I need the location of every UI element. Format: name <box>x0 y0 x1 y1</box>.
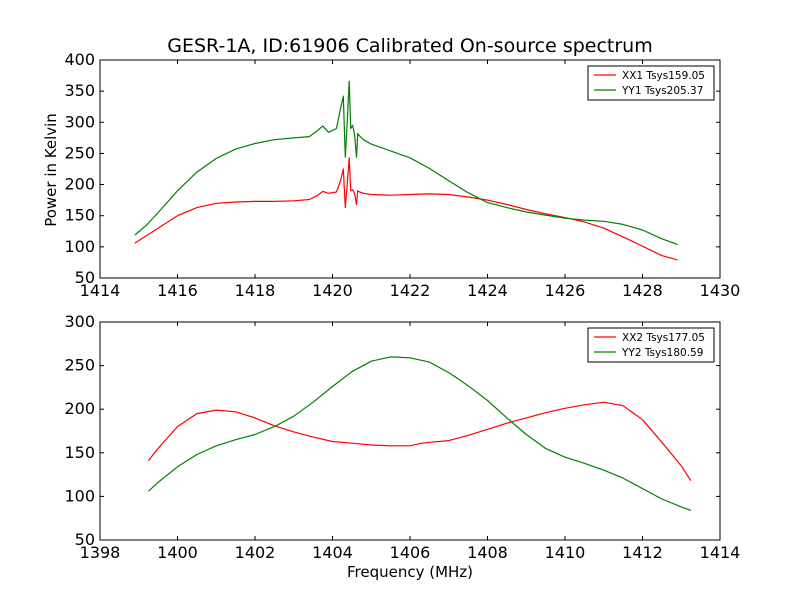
x-tick-label: 1404 <box>312 543 353 562</box>
chart-title-top: GESR-1A, ID:61906 Calibrated On-source s… <box>167 35 652 57</box>
x-tick-label: 1416 <box>157 281 198 300</box>
legend-box <box>587 65 715 101</box>
y-tick-label: 300 <box>64 112 95 131</box>
x-tick-label: 1398 <box>80 543 121 562</box>
y-tick-label: 250 <box>64 356 95 375</box>
x-axis-label-bottom: Frequency (MHz) <box>347 563 473 581</box>
y-tick-label: 250 <box>64 143 95 162</box>
y-tick-label: 100 <box>64 237 95 256</box>
plot-panel-2: 1398 1400 1402 1404 1406 1408 1410 1412 1414 50 10… <box>64 312 740 562</box>
x-tick-label: 1420 <box>312 281 353 300</box>
legend-box <box>587 327 715 363</box>
series-line-2-1 <box>147 401 692 482</box>
y-tick-label: 300 <box>64 312 95 331</box>
series-line-1-2 <box>134 80 678 245</box>
x-tick-label: 1402 <box>235 543 276 562</box>
x-tick-label: 1424 <box>467 281 508 300</box>
x-tick-label: 1430 <box>700 281 741 300</box>
plot-panel-1: 1414 1416 1418 1420 1422 1424 1426 1428 1430 50 10… <box>64 50 740 300</box>
y-axis-label-top: Power in Kelvin <box>42 113 60 227</box>
x-tick-label: 1428 <box>622 281 663 300</box>
y-tick-label: 150 <box>64 443 95 462</box>
x-tick-label: 1414 <box>80 281 121 300</box>
y-tick-label: 150 <box>64 206 95 225</box>
series-line-2-2 <box>147 356 692 511</box>
y-tick-label: 200 <box>64 399 95 418</box>
y-tick-label: 400 <box>64 50 95 69</box>
x-tick-label: 1422 <box>390 281 431 300</box>
x-tick-label: 1426 <box>545 281 586 300</box>
y-tick-label: 200 <box>64 175 95 194</box>
y-tick-label: 50 <box>75 530 95 549</box>
y-tick-label: 50 <box>75 268 95 287</box>
legend-label: XX2 Tsys177.05 <box>622 332 705 344</box>
legend-1: XX1 Tsys159.05 YY1 Tsys205.37 <box>587 65 715 101</box>
x-tick-label: 1400 <box>157 543 198 562</box>
legend-2: XX2 Tsys177.05 YY2 Tsys180.59 <box>587 327 715 363</box>
x-tick-label: 1412 <box>622 543 663 562</box>
series-line-1-1 <box>134 157 678 261</box>
x-tick-label: 1418 <box>235 281 276 300</box>
legend-label: YY2 Tsys180.59 <box>621 347 703 359</box>
x-tick-label: 1406 <box>390 543 431 562</box>
y-tick-label: 100 <box>64 486 95 505</box>
y-tick-label: 350 <box>64 81 95 100</box>
legend-label: XX1 Tsys159.05 <box>622 70 705 82</box>
x-tick-label: 1408 <box>467 543 508 562</box>
legend-label: YY1 Tsys205.37 <box>621 85 703 97</box>
x-tick-label: 1414 <box>700 543 741 562</box>
x-tick-label: 1410 <box>545 543 586 562</box>
